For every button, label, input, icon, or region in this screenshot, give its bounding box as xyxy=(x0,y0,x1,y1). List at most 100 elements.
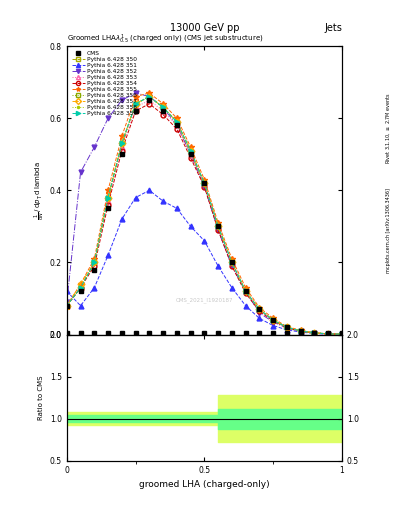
Pythia 6.428 357 xyxy=(174,119,179,125)
Pythia 6.428 353 xyxy=(119,144,124,150)
Pythia 6.428 357 xyxy=(298,328,303,334)
Pythia 6.428 357 xyxy=(161,104,165,111)
Pythia 6.428 358 xyxy=(147,94,152,100)
Pythia 6.428 359 xyxy=(326,331,331,337)
Pythia 6.428 357 xyxy=(64,303,69,309)
Pythia 6.428 350 xyxy=(78,285,83,291)
Pythia 6.428 351 xyxy=(216,263,220,269)
Pythia 6.428 352 xyxy=(202,184,207,190)
Pythia 6.428 352 xyxy=(326,331,331,337)
CMS xyxy=(243,288,248,294)
Pythia 6.428 351 xyxy=(243,303,248,309)
Pythia 6.428 359 xyxy=(230,260,234,266)
Text: Jets: Jets xyxy=(324,23,342,33)
Pythia 6.428 356 xyxy=(92,260,97,266)
Y-axis label: Ratio to CMS: Ratio to CMS xyxy=(38,375,44,420)
Pythia 6.428 350 xyxy=(133,101,138,107)
Line: Pythia 6.428 357: Pythia 6.428 357 xyxy=(64,94,344,337)
Pythia 6.428 357 xyxy=(326,331,331,337)
Pythia 6.428 359 xyxy=(243,288,248,294)
Pythia 6.428 353 xyxy=(216,223,220,229)
Y-axis label: $\frac{1}{\mathrm{d}N}\,/\,\mathrm{d}p_{\mathrm{T}}\,\mathrm{d}\,\mathrm{lambda}: $\frac{1}{\mathrm{d}N}\,/\,\mathrm{d}p_{… xyxy=(33,161,47,220)
Pythia 6.428 352 xyxy=(257,310,262,316)
Pythia 6.428 356 xyxy=(119,140,124,146)
Pythia 6.428 358 xyxy=(119,140,124,146)
Text: 13000 GeV pp: 13000 GeV pp xyxy=(170,23,239,33)
Line: Pythia 6.428 356: Pythia 6.428 356 xyxy=(64,94,344,337)
Pythia 6.428 352 xyxy=(106,115,110,121)
CMS xyxy=(285,324,289,330)
Line: Pythia 6.428 355: Pythia 6.428 355 xyxy=(63,90,345,338)
Pythia 6.428 353 xyxy=(78,285,83,291)
Pythia 6.428 358 xyxy=(312,330,317,336)
Pythia 6.428 355 xyxy=(216,220,220,226)
Pythia 6.428 355 xyxy=(161,101,165,107)
Pythia 6.428 358 xyxy=(64,303,69,309)
Pythia 6.428 353 xyxy=(92,260,97,266)
Pythia 6.428 356 xyxy=(216,223,220,229)
Pythia 6.428 358 xyxy=(188,147,193,154)
Pythia 6.428 356 xyxy=(202,180,207,186)
Pythia 6.428 353 xyxy=(340,331,344,337)
Pythia 6.428 352 xyxy=(174,122,179,129)
Pythia 6.428 350 xyxy=(188,151,193,157)
Pythia 6.428 355 xyxy=(312,330,317,336)
CMS xyxy=(119,151,124,157)
Pythia 6.428 350 xyxy=(326,331,331,337)
Pythia 6.428 359 xyxy=(133,101,138,107)
Pythia 6.428 359 xyxy=(340,331,344,337)
Pythia 6.428 351 xyxy=(64,288,69,294)
Pythia 6.428 354 xyxy=(326,331,331,337)
Pythia 6.428 351 xyxy=(312,330,317,336)
Pythia 6.428 353 xyxy=(133,104,138,111)
Pythia 6.428 351 xyxy=(174,205,179,211)
Pythia 6.428 359 xyxy=(298,328,303,334)
Legend: CMS, Pythia 6.428 350, Pythia 6.428 351, Pythia 6.428 352, Pythia 6.428 353, Pyt: CMS, Pythia 6.428 350, Pythia 6.428 351,… xyxy=(70,49,140,118)
Text: mcplots.cern.ch [arXiv:1306.3436]: mcplots.cern.ch [arXiv:1306.3436] xyxy=(386,188,391,273)
Pythia 6.428 354 xyxy=(119,147,124,154)
Pythia 6.428 352 xyxy=(161,104,165,111)
Pythia 6.428 351 xyxy=(326,331,331,337)
Pythia 6.428 350 xyxy=(298,328,303,334)
Pythia 6.428 357 xyxy=(271,317,275,323)
Pythia 6.428 353 xyxy=(271,317,275,323)
CMS xyxy=(340,331,344,337)
Pythia 6.428 353 xyxy=(64,303,69,309)
Pythia 6.428 359 xyxy=(174,119,179,125)
CMS xyxy=(64,303,69,309)
Pythia 6.428 357 xyxy=(257,306,262,312)
Pythia 6.428 353 xyxy=(188,151,193,157)
Line: Pythia 6.428 350: Pythia 6.428 350 xyxy=(64,94,344,337)
Pythia 6.428 357 xyxy=(340,331,344,337)
Pythia 6.428 356 xyxy=(340,331,344,337)
Pythia 6.428 356 xyxy=(230,260,234,266)
Pythia 6.428 358 xyxy=(230,260,234,266)
Pythia 6.428 354 xyxy=(285,325,289,331)
CMS xyxy=(188,151,193,157)
Pythia 6.428 358 xyxy=(340,331,344,337)
Pythia 6.428 351 xyxy=(92,285,97,291)
Pythia 6.428 354 xyxy=(147,101,152,107)
Pythia 6.428 356 xyxy=(285,324,289,330)
Pythia 6.428 350 xyxy=(64,303,69,309)
Pythia 6.428 359 xyxy=(64,303,69,309)
Pythia 6.428 352 xyxy=(119,97,124,103)
Pythia 6.428 354 xyxy=(216,227,220,233)
Pythia 6.428 355 xyxy=(285,324,289,330)
Pythia 6.428 359 xyxy=(202,180,207,186)
X-axis label: groomed LHA (charged-only): groomed LHA (charged-only) xyxy=(139,480,270,489)
Pythia 6.428 351 xyxy=(147,187,152,194)
Pythia 6.428 359 xyxy=(78,285,83,291)
Pythia 6.428 354 xyxy=(133,108,138,114)
Pythia 6.428 352 xyxy=(133,90,138,96)
Pythia 6.428 354 xyxy=(92,263,97,269)
Pythia 6.428 355 xyxy=(119,133,124,139)
Pythia 6.428 353 xyxy=(230,260,234,266)
Pythia 6.428 355 xyxy=(78,281,83,287)
Pythia 6.428 358 xyxy=(202,180,207,186)
Pythia 6.428 354 xyxy=(340,331,344,337)
Pythia 6.428 354 xyxy=(257,308,262,314)
Pythia 6.428 355 xyxy=(202,177,207,183)
Pythia 6.428 356 xyxy=(161,104,165,111)
Pythia 6.428 351 xyxy=(298,329,303,335)
